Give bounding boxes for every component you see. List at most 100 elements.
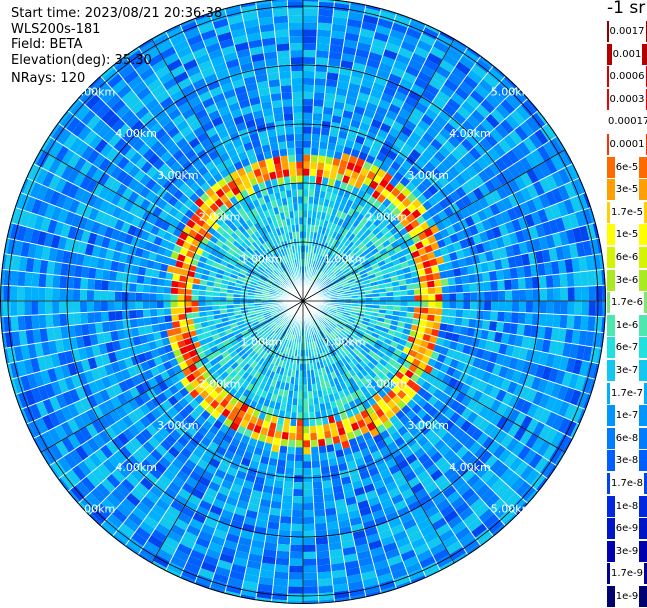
gate-cell (317, 36, 331, 44)
gate-cell (292, 510, 303, 517)
gate-cell (596, 285, 603, 301)
gate-cell (303, 169, 310, 176)
gate-cell (567, 315, 575, 330)
gate-cell (137, 275, 145, 284)
gate-cell (294, 468, 303, 475)
gate-cell (303, 559, 317, 566)
gate-cell (283, 481, 293, 489)
gate-cell (101, 301, 108, 312)
gate-cell (10, 286, 17, 301)
gate-cell (171, 287, 179, 294)
gate-cell (322, 480, 333, 488)
gate-cell (279, 523, 291, 531)
gate-cell (463, 284, 471, 293)
gate-cell (198, 301, 205, 307)
gate-cell (143, 309, 151, 318)
gate-cell (321, 466, 331, 474)
gate-cell (157, 308, 165, 316)
gate-cell (109, 321, 117, 332)
gate-cell (504, 312, 512, 323)
gate-cell (52, 301, 59, 314)
gate-cell (303, 183, 309, 190)
gate-cell (303, 155, 311, 162)
gate-cell (546, 314, 554, 327)
gate-cell (31, 287, 38, 301)
gate-cell (25, 272, 33, 287)
gate-cell (87, 301, 94, 312)
gate-cell (10, 301, 17, 316)
gate-cell (554, 288, 561, 302)
gate-cell (401, 301, 408, 307)
gate-cell (318, 578, 333, 586)
gate-cell (3, 301, 10, 317)
gate-cell (476, 282, 484, 292)
gate-cell (314, 502, 325, 510)
gate-cell (280, 516, 292, 524)
gate-cell (553, 274, 561, 288)
gate-cell (311, 134, 320, 142)
gate-cell (320, 135, 329, 143)
gate-cell (318, 585, 334, 593)
gate-cell (303, 120, 313, 127)
gate-cell (185, 295, 192, 301)
gate-cell (296, 426, 303, 433)
gate-cell (281, 502, 292, 510)
gate-cell (310, 162, 318, 170)
gate-cell (303, 426, 310, 433)
gate-cell (102, 321, 110, 332)
gate-cell (314, 92, 325, 100)
gate-cell (435, 308, 443, 316)
gate-cell (318, 2, 334, 10)
gate-cell (316, 551, 330, 559)
gate-cell (11, 270, 19, 286)
gate-cell (130, 319, 138, 329)
gate-cell (95, 322, 103, 334)
gate-cell (101, 280, 109, 291)
gate-cell (286, 461, 295, 469)
gate-cell (469, 310, 477, 319)
gate-cell (312, 127, 321, 135)
gate-cell (294, 461, 303, 468)
gate-cell (108, 301, 115, 311)
gate-cell (316, 50, 329, 58)
gate-cell (317, 571, 332, 579)
gate-cell (313, 481, 323, 489)
gate-cell (470, 292, 477, 301)
gate-cell (540, 301, 547, 314)
gate-cell (94, 301, 101, 312)
gate-cell (313, 106, 324, 114)
gate-cell (191, 295, 198, 301)
gate-cell (596, 301, 603, 317)
gate-cell (303, 447, 311, 454)
gate-cell (525, 277, 533, 289)
gate-cell (315, 523, 327, 531)
gate-cell (313, 113, 323, 121)
gate-cell (303, 496, 314, 503)
gate-cell (171, 294, 178, 301)
gate-cell (503, 322, 511, 334)
gate-cell (115, 301, 122, 311)
gate-cell (136, 301, 143, 310)
gate-cell (456, 284, 464, 293)
gate-cell (490, 311, 498, 322)
gate-cell (303, 475, 313, 482)
gate-cell (303, 538, 316, 545)
gate-cell (303, 594, 319, 601)
gate-cell (463, 301, 470, 310)
gate-cell (313, 99, 324, 107)
gate-cell (171, 308, 179, 315)
gate-cell (59, 313, 67, 326)
gate-cell (323, 107, 334, 115)
gate-cell (303, 15, 318, 22)
gate-cell (164, 294, 171, 301)
gate-cell (560, 315, 568, 329)
gate-cell (164, 286, 172, 294)
gate-cell (303, 587, 318, 594)
gate-cell (303, 176, 310, 183)
gate-cell (303, 552, 317, 559)
gate-cell (94, 290, 101, 301)
gate-cell (484, 291, 491, 301)
gate-cell (4, 316, 12, 332)
gate-cell (526, 289, 533, 301)
gate-cell (414, 301, 421, 307)
